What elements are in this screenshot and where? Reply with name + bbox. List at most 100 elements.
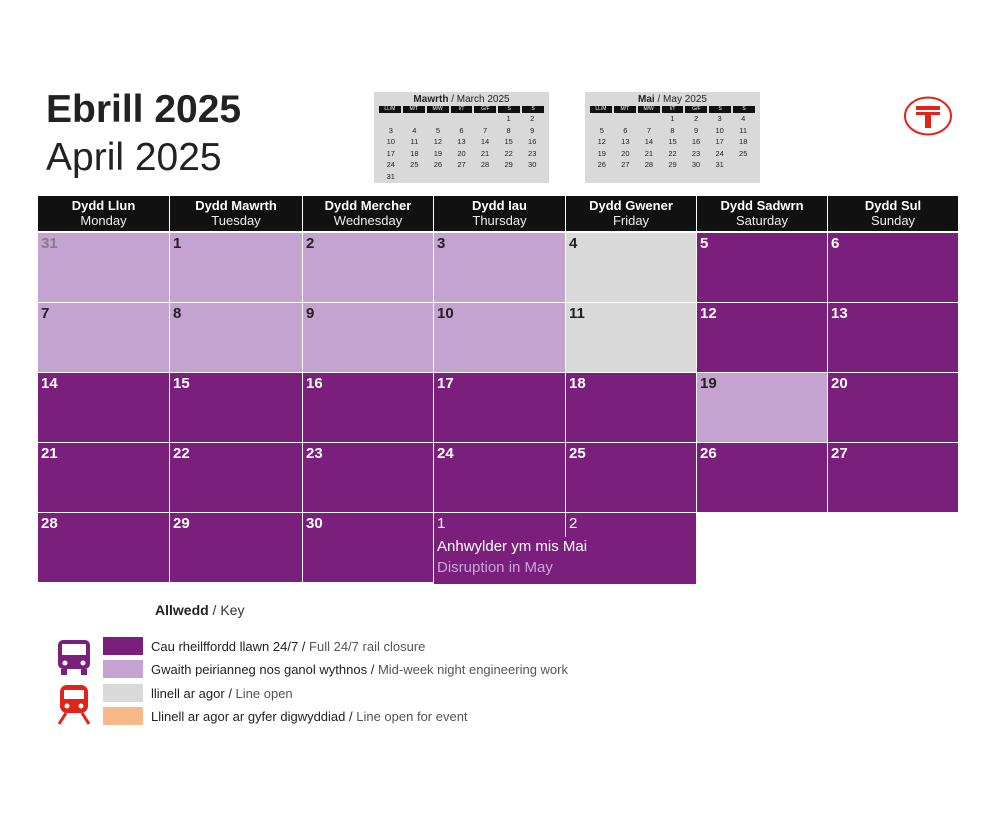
calendar-day-cell: 23 xyxy=(303,443,433,512)
calendar-day-cell: 12 xyxy=(697,303,827,372)
mini-calendar-day: 3 xyxy=(388,125,393,135)
mini-calendar-day: 13 xyxy=(621,137,630,146)
mini-calendar-day-head: M/T xyxy=(613,106,636,113)
mini-calendar-sep: / xyxy=(448,94,457,105)
day-number: 4 xyxy=(569,235,578,252)
day-number: 12 xyxy=(700,305,717,322)
mini-calendar-day: 26 xyxy=(597,160,606,169)
calendar-day-cell: 5 xyxy=(697,233,827,302)
weekday-header: Dydd Sul Sunday xyxy=(828,196,958,231)
may-disruption-note: Anhwylder ym mis Mai Disruption in May xyxy=(437,538,587,576)
key-label-english: Mid-week night engineering work xyxy=(377,661,568,677)
mini-calendar-may: Mai / May 2025 LL/M M/T M/W I/T G/F S S 1 2 3 4 5 6 7 8… xyxy=(585,92,760,183)
mini-calendar-day: 18 xyxy=(739,137,748,146)
mini-calendar-day: 16 xyxy=(528,137,537,146)
day-number: 25 xyxy=(569,445,586,462)
key-label-english: Line open xyxy=(235,685,293,701)
day-number: 17 xyxy=(437,375,454,392)
page-title-welsh: Ebrill 2025 xyxy=(46,88,242,131)
mini-calendar-day: 15 xyxy=(504,137,513,146)
mini-calendar-sep: / xyxy=(654,94,664,105)
mini-calendar-day: 25 xyxy=(410,160,419,169)
calendar-day-cell: 24 xyxy=(434,443,565,512)
weekday-header: Dydd Mawrth Tuesday xyxy=(170,196,302,231)
mini-calendar-day-head: M/T xyxy=(402,106,425,113)
calendar-day-cell: 16 xyxy=(303,373,433,442)
mini-calendar-day xyxy=(450,171,474,183)
key-label: llinell ar agor / Line open xyxy=(151,686,293,701)
calendar-day-cell: 31 xyxy=(38,233,169,302)
mini-calendar-day xyxy=(497,171,521,183)
mini-calendar-day: 2 xyxy=(530,114,535,123)
day-number: 14 xyxy=(41,375,58,392)
weekday-header: Dydd Sadwrn Saturday xyxy=(697,196,827,231)
weekday-header: Dydd Mercher Wednesday xyxy=(303,196,433,231)
day-number: 2 xyxy=(569,515,578,532)
weekday-english: Tuesday xyxy=(211,213,261,228)
key-swatch xyxy=(103,684,143,702)
may-note-english: Disruption in May xyxy=(437,559,553,576)
mini-calendar-day: 21 xyxy=(480,148,490,158)
mini-calendar-day xyxy=(731,159,755,171)
mini-calendar-day: 18 xyxy=(410,148,419,158)
mini-calendar-day-head: G/F xyxy=(474,106,497,113)
mini-calendar-day: 5 xyxy=(599,125,604,135)
mini-calendar-day: 2 xyxy=(693,114,699,123)
day-number: 29 xyxy=(173,515,190,532)
mini-calendar-march: Mawrth / March 2025 LL/M M/T M/W I/T G/F S S 1 2 3… xyxy=(374,92,549,183)
mini-calendar-day: 10 xyxy=(715,125,724,135)
mini-calendar-day: 14 xyxy=(644,137,654,146)
mini-calendar-day xyxy=(379,113,403,125)
weekday-welsh: Dydd Llun xyxy=(71,198,136,213)
mini-calendar-day: 23 xyxy=(691,148,701,158)
key-label-sep: / xyxy=(224,685,236,701)
key-label-sep: / xyxy=(367,661,378,677)
weekday-welsh: Dydd Sul xyxy=(864,198,922,213)
mini-calendar-day: 11 xyxy=(739,125,748,135)
mini-calendar-day xyxy=(450,113,474,125)
mini-calendar-day: 12 xyxy=(433,137,443,146)
mini-calendar-day: 28 xyxy=(480,160,490,169)
calendar-day-cell: 8 xyxy=(170,303,302,372)
day-number: 9 xyxy=(306,305,315,322)
mini-calendar-day: 14 xyxy=(480,137,490,146)
mini-calendar-day: 17 xyxy=(386,148,395,158)
mini-calendar-day xyxy=(590,113,614,125)
mini-calendar-day: 4 xyxy=(741,114,746,123)
mini-calendar-day: 25 xyxy=(739,148,748,158)
mini-calendar-day xyxy=(426,113,450,125)
day-number: 1 xyxy=(437,515,446,532)
weekday-english: Wednesday xyxy=(333,213,403,228)
key-label-english: Full 24/7 rail closure xyxy=(309,638,426,654)
key-label: Llinell ar agor ar gyfer digwyddiad / Li… xyxy=(151,709,468,724)
mini-calendar-month-english: March 2025 xyxy=(456,94,510,105)
mini-calendar-day: 5 xyxy=(435,125,440,135)
key-label-welsh: Gwaith peirianneg nos ganol wythnos xyxy=(151,661,368,677)
day-number: 24 xyxy=(437,445,454,462)
weekday-english: Thursday xyxy=(472,213,527,228)
day-number: 20 xyxy=(831,375,848,392)
calendar-day-cell: 11 xyxy=(566,303,696,372)
day-number: 16 xyxy=(306,375,323,392)
mini-calendar-day: 23 xyxy=(528,148,537,158)
mini-calendar-day: 31 xyxy=(386,171,395,181)
mini-calendar-day xyxy=(426,171,450,183)
mini-calendar-day: 27 xyxy=(457,160,466,169)
mini-calendar-day-head: LL/M xyxy=(379,106,401,113)
calendar-day-cell: 7 xyxy=(38,303,169,372)
mini-calendar-day: 19 xyxy=(597,148,606,158)
calendar-day-cell: 30 xyxy=(303,513,433,582)
mini-calendar-day-head: S xyxy=(522,106,544,113)
key-label-welsh: Cau rheilffordd llawn 24/7 xyxy=(151,638,299,654)
mini-calendar-day: 21 xyxy=(644,148,654,158)
mini-calendar-day: 26 xyxy=(433,160,443,169)
mini-calendar-day: 24 xyxy=(715,148,724,158)
mini-calendar-day: 7 xyxy=(482,125,488,135)
day-number: 30 xyxy=(306,515,323,532)
may-cell-divider xyxy=(565,513,566,537)
calendar-day-cell: 6 xyxy=(828,233,958,302)
mini-calendar-day xyxy=(403,171,427,183)
calendar-day-cell: 2 xyxy=(303,233,433,302)
mini-calendar-day-head: I/T xyxy=(450,106,473,113)
mini-calendar-day: 8 xyxy=(670,125,675,135)
